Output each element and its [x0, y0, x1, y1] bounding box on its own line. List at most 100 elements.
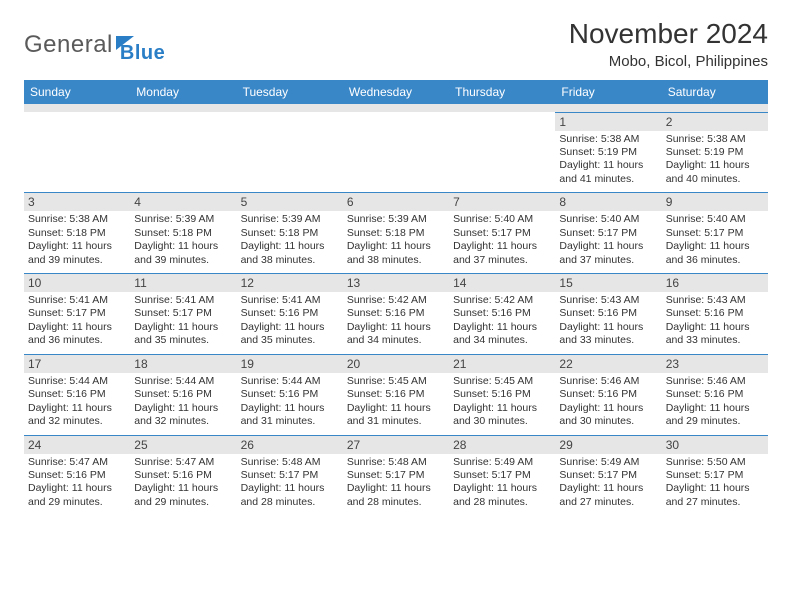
calendar-day-cell: .	[24, 112, 130, 193]
dow-thursday: Thursday	[449, 80, 555, 104]
day-detail: Sunrise: 5:46 AMSunset: 5:16 PMDaylight:…	[666, 375, 764, 429]
title-block: November 2024 Mobo, Bicol, Philippines	[569, 18, 768, 70]
day-number: 24	[24, 436, 130, 454]
day-detail: Sunrise: 5:43 AMSunset: 5:16 PMDaylight:…	[559, 294, 657, 348]
day-number: 4	[130, 193, 236, 211]
dow-saturday: Saturday	[662, 80, 768, 104]
day-detail: Sunrise: 5:49 AMSunset: 5:17 PMDaylight:…	[453, 456, 551, 510]
calendar-day-cell: 11Sunrise: 5:41 AMSunset: 5:17 PMDayligh…	[130, 274, 236, 355]
day-detail: Sunrise: 5:39 AMSunset: 5:18 PMDaylight:…	[241, 213, 339, 267]
day-number: 20	[343, 355, 449, 373]
day-number: 30	[662, 436, 768, 454]
calendar-day-cell: 24 Sunrise: 5:47 AMSunset: 5:16 PMDayligh…	[24, 435, 130, 515]
calendar-day-cell: 27 Sunrise: 5:48 AMSunset: 5:17 PMDayligh…	[343, 435, 449, 515]
day-detail: Sunrise: 5:41 AMSunset: 5:16 PMDaylight:…	[241, 294, 339, 348]
day-number: 6	[343, 193, 449, 211]
logo: General Blue	[24, 24, 165, 65]
month-title: November 2024	[569, 18, 768, 50]
day-detail: Sunrise: 5:40 AMSunset: 5:17 PMDaylight:…	[666, 213, 764, 267]
calendar-day-cell: .	[449, 112, 555, 193]
day-number: 9	[662, 193, 768, 211]
day-number: 1	[555, 113, 661, 131]
calendar-day-cell: .	[343, 112, 449, 193]
day-detail: Sunrise: 5:44 AMSunset: 5:16 PMDaylight:…	[241, 375, 339, 429]
page-header: General Blue November 2024 Mobo, Bicol, …	[24, 18, 768, 70]
calendar-day-cell: 23 Sunrise: 5:46 AMSunset: 5:16 PMDayligh…	[662, 354, 768, 435]
day-detail: Sunrise: 5:43 AMSunset: 5:16 PMDaylight:…	[666, 294, 764, 348]
calendar-day-cell: 2 Sunrise: 5:38 AMSunset: 5:19 PMDaylight…	[662, 112, 768, 193]
calendar-day-cell: 9 Sunrise: 5:40 AMSunset: 5:17 PMDaylight…	[662, 193, 768, 274]
day-number: 8	[555, 193, 661, 211]
calendar-day-cell: 18 Sunrise: 5:44 AMSunset: 5:16 PMDayligh…	[130, 354, 236, 435]
day-number: 11	[130, 274, 236, 292]
day-number: 23	[662, 355, 768, 373]
day-number: 29	[555, 436, 661, 454]
day-number: 28	[449, 436, 555, 454]
calendar-week-row: 3 Sunrise: 5:38 AMSunset: 5:18 PMDaylight…	[24, 193, 768, 274]
day-detail: Sunrise: 5:47 AMSunset: 5:16 PMDaylight:…	[134, 456, 232, 510]
calendar-day-cell: .	[130, 112, 236, 193]
calendar-day-cell: 6 Sunrise: 5:39 AMSunset: 5:18 PMDaylight…	[343, 193, 449, 274]
day-number: 27	[343, 436, 449, 454]
calendar-day-cell: 3 Sunrise: 5:38 AMSunset: 5:18 PMDaylight…	[24, 193, 130, 274]
day-detail: Sunrise: 5:39 AMSunset: 5:18 PMDaylight:…	[134, 213, 232, 267]
logo-triangle-icon	[116, 36, 134, 50]
calendar-day-cell: 17Sunrise: 5:44 AMSunset: 5:16 PMDayligh…	[24, 354, 130, 435]
day-detail: Sunrise: 5:47 AMSunset: 5:16 PMDaylight:…	[28, 456, 126, 510]
day-detail: Sunrise: 5:49 AMSunset: 5:17 PMDaylight:…	[559, 456, 657, 510]
calendar-day-cell: 25 Sunrise: 5:47 AMSunset: 5:16 PMDayligh…	[130, 435, 236, 515]
calendar-day-cell: 13 Sunrise: 5:42 AMSunset: 5:16 PMDayligh…	[343, 274, 449, 355]
day-number: 7	[449, 193, 555, 211]
day-detail: Sunrise: 5:50 AMSunset: 5:17 PMDaylight:…	[666, 456, 764, 510]
day-number: 21	[449, 355, 555, 373]
calendar-day-cell: 20 Sunrise: 5:45 AMSunset: 5:16 PMDayligh…	[343, 354, 449, 435]
logo-text-gray: General	[24, 31, 113, 59]
day-number: 12	[237, 274, 343, 292]
calendar-day-cell: 8 Sunrise: 5:40 AMSunset: 5:17 PMDaylight…	[555, 193, 661, 274]
day-detail: Sunrise: 5:42 AMSunset: 5:16 PMDaylight:…	[347, 294, 445, 348]
calendar-day-cell: 22Sunrise: 5:46 AMSunset: 5:16 PMDayligh…	[555, 354, 661, 435]
day-detail: Sunrise: 5:38 AMSunset: 5:19 PMDaylight:…	[666, 133, 764, 187]
day-number: 25	[130, 436, 236, 454]
calendar-day-cell: 30 Sunrise: 5:50 AMSunset: 5:17 PMDayligh…	[662, 435, 768, 515]
spacer-row	[24, 104, 768, 112]
calendar-day-cell: 28 Sunrise: 5:49 AMSunset: 5:17 PMDayligh…	[449, 435, 555, 515]
day-detail: Sunrise: 5:48 AMSunset: 5:17 PMDaylight:…	[241, 456, 339, 510]
day-number: 13	[343, 274, 449, 292]
day-detail: Sunrise: 5:38 AMSunset: 5:18 PMDaylight:…	[28, 213, 126, 267]
dow-monday: Monday	[130, 80, 236, 104]
calendar-week-row: 10Sunrise: 5:41 AMSunset: 5:17 PMDayligh…	[24, 274, 768, 355]
day-number: 3	[24, 193, 130, 211]
location-text: Mobo, Bicol, Philippines	[569, 53, 768, 70]
calendar-week-row: .....1Sunrise: 5:38 AMSunset: 5:19 PMDay…	[24, 112, 768, 193]
calendar-day-cell: .	[237, 112, 343, 193]
day-number: 17	[24, 355, 130, 373]
calendar-week-row: 17Sunrise: 5:44 AMSunset: 5:16 PMDayligh…	[24, 354, 768, 435]
day-detail: Sunrise: 5:45 AMSunset: 5:16 PMDaylight:…	[347, 375, 445, 429]
dow-wednesday: Wednesday	[343, 80, 449, 104]
day-number: 18	[130, 355, 236, 373]
day-number: 2	[662, 113, 768, 131]
day-number: 22	[555, 355, 661, 373]
day-number: 5	[237, 193, 343, 211]
day-number: 26	[237, 436, 343, 454]
day-detail: Sunrise: 5:48 AMSunset: 5:17 PMDaylight:…	[347, 456, 445, 510]
day-number: 19	[237, 355, 343, 373]
day-detail: Sunrise: 5:39 AMSunset: 5:18 PMDaylight:…	[347, 213, 445, 267]
calendar-day-cell: 29 Sunrise: 5:49 AMSunset: 5:17 PMDayligh…	[555, 435, 661, 515]
day-detail: Sunrise: 5:40 AMSunset: 5:17 PMDaylight:…	[559, 213, 657, 267]
calendar-day-cell: 21Sunrise: 5:45 AMSunset: 5:16 PMDayligh…	[449, 354, 555, 435]
day-detail: Sunrise: 5:38 AMSunset: 5:19 PMDaylight:…	[559, 133, 657, 187]
calendar-day-cell: 26 Sunrise: 5:48 AMSunset: 5:17 PMDayligh…	[237, 435, 343, 515]
calendar-day-cell: 1 Sunrise: 5:38 AMSunset: 5:19 PMDaylight…	[555, 112, 661, 193]
dow-sunday: Sunday	[24, 80, 130, 104]
calendar-day-cell: 15Sunrise: 5:43 AMSunset: 5:16 PMDayligh…	[555, 274, 661, 355]
calendar-week-row: 24Sunrise: 5:47 AMSunset: 5:16 PMDayligh…	[24, 435, 768, 515]
day-detail: Sunrise: 5:44 AMSunset: 5:16 PMDaylight:…	[134, 375, 232, 429]
calendar-day-cell: 14Sunrise: 5:42 AMSunset: 5:16 PMDayligh…	[449, 274, 555, 355]
calendar-day-cell: 10Sunrise: 5:41 AMSunset: 5:17 PMDayligh…	[24, 274, 130, 355]
calendar-table: Sunday Monday Tuesday Wednesday Thursday…	[24, 80, 768, 515]
calendar-day-cell: 4 Sunrise: 5:39 AMSunset: 5:18 PMDaylight…	[130, 193, 236, 274]
calendar-day-cell: 19 Sunrise: 5:44 AMSunset: 5:16 PMDayligh…	[237, 354, 343, 435]
day-of-week-row: Sunday Monday Tuesday Wednesday Thursday…	[24, 80, 768, 104]
